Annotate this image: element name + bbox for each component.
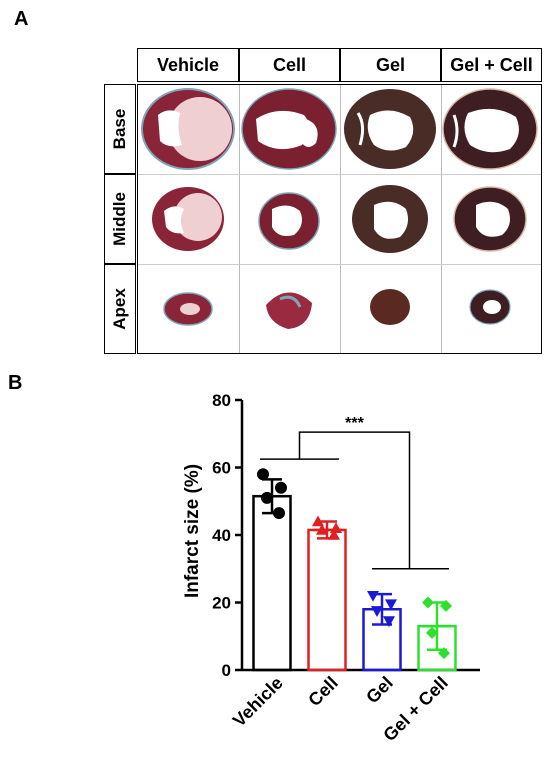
- data-point: [367, 590, 379, 602]
- data-point: [257, 468, 269, 481]
- y-tick-label: 0: [222, 661, 231, 680]
- data-point: [422, 596, 434, 609]
- data-point: [438, 647, 450, 660]
- heart-section-gel-cell-base: [442, 88, 538, 170]
- data-points-group: [257, 468, 452, 660]
- heart-section-gel-base: [344, 89, 436, 169]
- heart-section-vehicle-base: [141, 88, 235, 170]
- panel-a-label: A: [14, 8, 29, 30]
- bracket-connector: [298, 431, 411, 569]
- bar-0: [252, 494, 292, 672]
- y-axis-title: Infarct size (%): [182, 464, 203, 598]
- data-point: [330, 522, 342, 534]
- panel-b-label: B: [8, 372, 23, 394]
- data-point: [261, 491, 273, 504]
- heart-section-gel-middle: [352, 185, 428, 253]
- row-header-middle: Middle: [104, 174, 136, 264]
- data-point: [383, 616, 395, 628]
- column-header-cell: Cell: [239, 48, 340, 82]
- heart-section-cell-base: [241, 88, 337, 170]
- error-bars-group: [258, 478, 451, 651]
- data-point: [316, 523, 328, 535]
- data-point: [273, 507, 285, 520]
- infarct-size-bar-chart: Infarct size (%) 0 20 40 60 80 *** Vehicle Ce…: [182, 391, 480, 746]
- bars-group: [252, 494, 457, 672]
- y-tick-label: 60: [212, 459, 231, 478]
- significance-bracket: ***: [260, 415, 449, 570]
- heart-section-cell-middle: [258, 192, 320, 250]
- heart-section-vehicle-middle: [152, 187, 224, 251]
- y-tick-label: 80: [212, 391, 231, 410]
- row-label-apex: Apex: [110, 288, 129, 330]
- data-point: [426, 626, 438, 639]
- heart-section-grid: [137, 84, 542, 354]
- data-point: [275, 481, 287, 494]
- heart-section-gel-apex: [370, 289, 410, 325]
- x-tick-label-2: Gel: [362, 673, 397, 708]
- x-tick-label-0: Vehicle: [229, 673, 287, 731]
- x-tick-label-1: Cell: [304, 673, 341, 710]
- row-header-apex: Apex: [104, 264, 136, 354]
- y-tick-label: 20: [212, 594, 231, 613]
- data-point: [328, 529, 340, 540]
- data-point: [440, 599, 452, 612]
- heart-section-gel-cell-apex: [469, 289, 511, 325]
- data-point: [312, 515, 324, 527]
- row-header-base: Base: [104, 84, 136, 174]
- y-tick-label: 40: [212, 526, 231, 545]
- significance-label: ***: [345, 415, 364, 432]
- data-point: [371, 606, 383, 617]
- column-header-gel: Gel: [340, 48, 441, 82]
- column-header-vehicle: Vehicle: [137, 48, 239, 82]
- row-label-middle: Middle: [110, 192, 129, 246]
- heart-section-gel-cell-middle: [453, 186, 527, 252]
- heart-section-cell-apex: [266, 292, 312, 329]
- data-point: [385, 599, 397, 611]
- heart-section-vehicle-apex: [163, 292, 213, 326]
- column-header-gel-cell: Gel + Cell: [441, 48, 542, 82]
- row-label-base: Base: [110, 108, 129, 150]
- bar-1: [307, 528, 347, 672]
